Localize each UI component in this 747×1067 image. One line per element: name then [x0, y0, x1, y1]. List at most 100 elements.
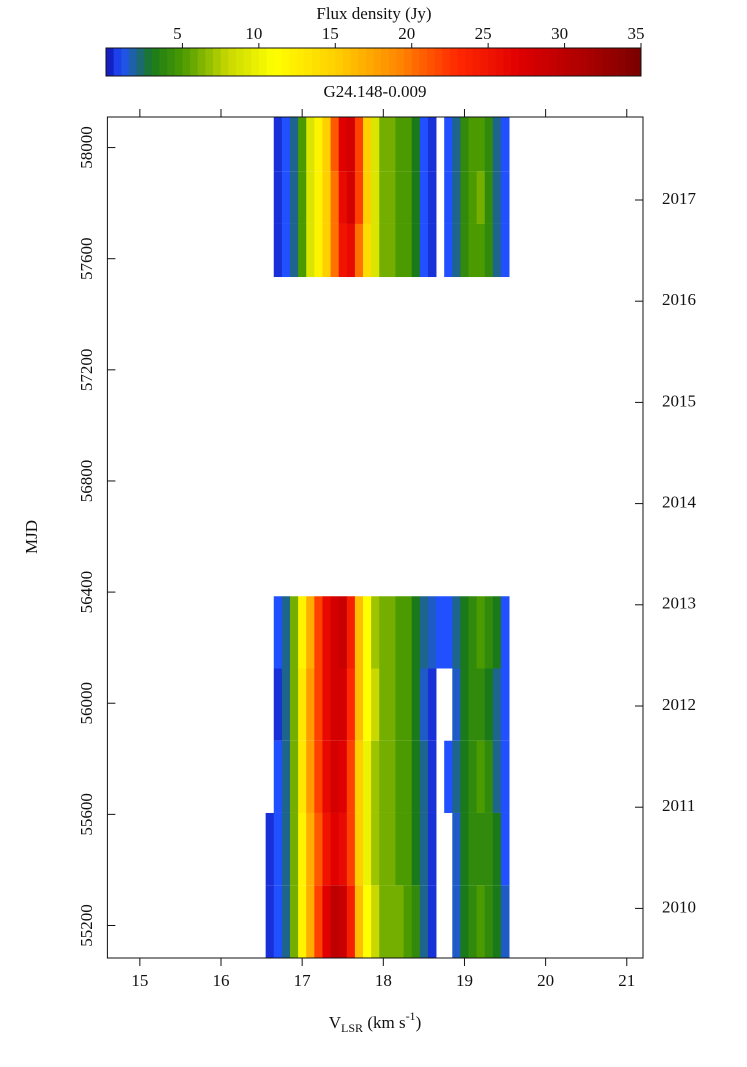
- y2-tick-label: 2015: [662, 391, 696, 410]
- y-tick-label: 58000: [77, 126, 96, 169]
- heatmap-cell: [314, 668, 323, 741]
- heatmap-cell: [476, 812, 486, 886]
- colorbar-label: Flux density (Jy): [316, 4, 431, 23]
- heatmap-cell: [476, 223, 486, 278]
- colorbar-cell: [495, 48, 504, 76]
- heatmap-cell: [460, 171, 469, 224]
- heatmap-cell: [419, 223, 429, 278]
- heatmap-cell: [306, 740, 315, 813]
- heatmap-cell: [314, 223, 323, 278]
- heatmap-cell: [281, 171, 291, 224]
- heatmap-cell: [484, 740, 494, 813]
- heatmap-cell: [427, 171, 437, 224]
- heatmap-cell: [500, 740, 510, 813]
- heatmap-cell: [306, 117, 315, 172]
- colorbar-cell: [526, 48, 535, 76]
- heatmap-cell: [371, 596, 380, 669]
- heatmap-cell: [468, 668, 478, 741]
- heatmap-cell: [379, 596, 388, 669]
- heatmap-cell: [452, 223, 461, 278]
- heatmap-cell: [427, 668, 437, 741]
- colorbar-cell: [633, 48, 642, 76]
- heatmap-cell: [411, 171, 421, 224]
- heatmap-cell: [403, 117, 413, 172]
- colorbar-cell: [320, 48, 329, 76]
- heatmap-cell: [444, 117, 453, 172]
- heatmap-cell: [468, 885, 478, 958]
- heatmap-cell: [281, 117, 291, 172]
- colorbar-cell: [358, 48, 367, 76]
- heatmap-cell: [419, 171, 429, 224]
- colorbar-cell: [434, 48, 443, 76]
- heatmap-cell: [492, 223, 502, 278]
- colorbar-cell: [312, 48, 321, 76]
- colorbar-tick-label: 25: [475, 24, 492, 43]
- colorbar-cell: [465, 48, 474, 76]
- heatmap-cell: [371, 885, 380, 958]
- heatmap-cell: [363, 117, 372, 172]
- heatmap-cell: [363, 668, 372, 741]
- heatmap-cell: [500, 171, 510, 224]
- heatmap-cell: [460, 223, 469, 278]
- heatmap-cell: [403, 885, 413, 958]
- heatmap-cell: [306, 596, 315, 669]
- heatmap-cell: [330, 171, 340, 224]
- heatmap-cell: [322, 117, 331, 172]
- colorbar-cell: [197, 48, 206, 76]
- colorbar-cell: [205, 48, 214, 76]
- colorbar-cell: [365, 48, 374, 76]
- heatmap-cell: [281, 668, 291, 741]
- heatmap-cell: [468, 117, 478, 172]
- heatmap-cell: [419, 596, 429, 669]
- colorbar-cell: [297, 48, 306, 76]
- heatmap-cell: [330, 812, 340, 886]
- heatmap-cell: [411, 885, 421, 958]
- x-label-sub: LSR: [341, 1021, 363, 1035]
- heatmap-cell: [281, 740, 291, 813]
- colorbar-cell: [350, 48, 359, 76]
- heatmap-cell: [476, 596, 486, 669]
- colorbar-cell: [289, 48, 298, 76]
- x-label-end: ): [416, 1013, 422, 1032]
- heatmap-cell: [492, 117, 502, 172]
- colorbar-cell: [618, 48, 627, 76]
- heatmap-cell: [427, 812, 437, 886]
- colorbar-cell: [534, 48, 543, 76]
- y-tick-label: 57200: [77, 349, 96, 392]
- heatmap-cell: [338, 668, 348, 741]
- colorbar-cell: [541, 48, 550, 76]
- heatmap-cell: [492, 812, 502, 886]
- colorbar-cell: [182, 48, 191, 76]
- colorbar-cell: [274, 48, 283, 76]
- heatmap-cell: [338, 171, 348, 224]
- colorbar-cell: [243, 48, 252, 76]
- colorbar-cell: [144, 48, 153, 76]
- colorbar-cell: [411, 48, 420, 76]
- heatmap-cell: [281, 812, 291, 886]
- heatmap-cell: [492, 885, 502, 958]
- heatmap-cell: [371, 740, 380, 813]
- heatmap-cell: [500, 668, 510, 741]
- heatmap-cell: [363, 171, 372, 224]
- x-tick-label: 15: [131, 971, 148, 990]
- colorbar-cell: [472, 48, 481, 76]
- heatmap-cell: [476, 117, 486, 172]
- heatmap-cell: [306, 668, 315, 741]
- colorbar-cell: [128, 48, 138, 76]
- heatmap-cell: [468, 596, 478, 669]
- heatmap-cell: [395, 117, 405, 172]
- colorbar-cell: [488, 48, 497, 76]
- heatmap-cell: [427, 596, 437, 669]
- colorbar-cell: [342, 48, 352, 76]
- heatmap-cell: [403, 223, 413, 278]
- heatmap-cell: [468, 740, 478, 813]
- heatmap-cell: [306, 812, 315, 886]
- heatmap-cell: [363, 885, 372, 958]
- heatmap-cell: [330, 740, 340, 813]
- y-tick-label: 56400: [77, 571, 96, 614]
- colorbar-cell: [304, 48, 313, 76]
- heatmap-cell: [346, 812, 356, 886]
- y2-tick-label: 2017: [662, 189, 697, 208]
- heatmap-cell: [379, 171, 388, 224]
